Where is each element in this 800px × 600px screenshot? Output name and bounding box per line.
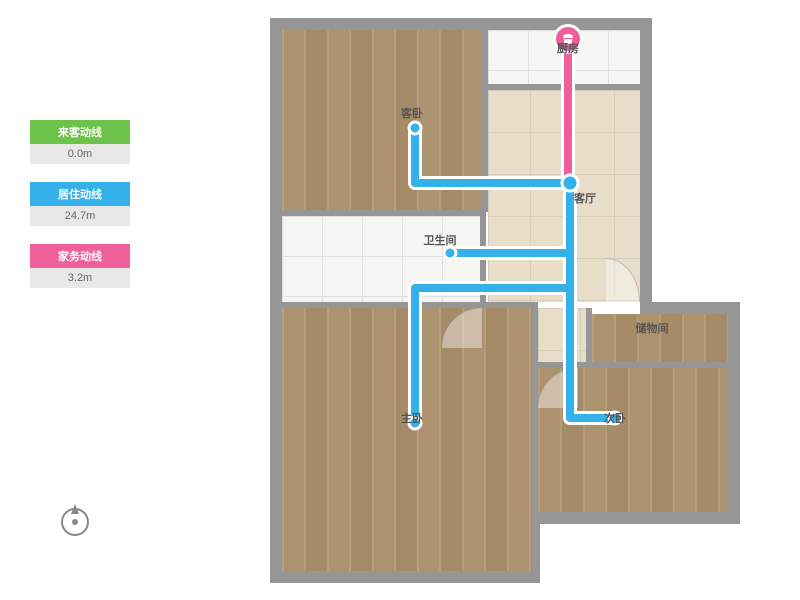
- wall-outer-right1: [640, 18, 652, 308]
- room-guest-bedroom: [282, 30, 482, 210]
- legend-living: 居住动线 24.7m: [30, 182, 130, 226]
- room-corridor: [538, 308, 586, 362]
- legend-living-label: 居住动线: [30, 182, 130, 206]
- floorplan: 厨房 客卧 客厅 卫生间 储物间 主卧 次卧: [270, 18, 740, 583]
- room-bathroom: [282, 216, 480, 302]
- label-storage: 储物间: [636, 320, 669, 336]
- wall-outer-right2: [728, 302, 740, 522]
- wall-outer-right-step-h: [640, 302, 740, 314]
- wall-outer-left: [270, 18, 282, 583]
- label-bathroom: 卫生间: [424, 232, 457, 248]
- label-kitchen: 厨房: [557, 40, 579, 56]
- legend-guest-value: 0.0m: [30, 144, 130, 164]
- legend-panel: 来客动线 0.0m 居住动线 24.7m 家务动线 3.2m: [30, 120, 130, 306]
- compass-icon: [55, 500, 95, 540]
- wall-outer-bottom2: [528, 512, 740, 524]
- label-second-br: 次卧: [604, 410, 626, 426]
- legend-guest-label: 来客动线: [30, 120, 130, 144]
- label-living: 客厅: [574, 190, 596, 206]
- legend-chore: 家务动线 3.2m: [30, 244, 130, 288]
- label-master-br: 主卧: [401, 410, 423, 426]
- wall-int-5: [480, 216, 486, 304]
- room-master-bedroom: [282, 308, 532, 571]
- legend-guest: 来客动线 0.0m: [30, 120, 130, 164]
- wall-outer-bottom1: [270, 571, 540, 583]
- legend-chore-value: 3.2m: [30, 268, 130, 288]
- legend-chore-label: 家务动线: [30, 244, 130, 268]
- label-guest-br: 客卧: [401, 105, 423, 121]
- legend-living-value: 24.7m: [30, 206, 130, 226]
- wall-outer-top: [270, 18, 650, 30]
